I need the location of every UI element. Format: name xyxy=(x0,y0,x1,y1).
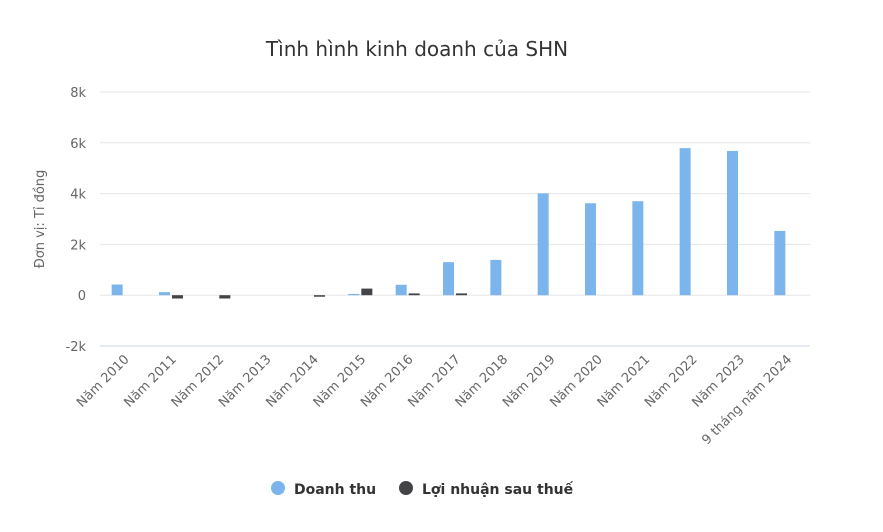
bar-loi-nhuan[interactable] xyxy=(172,295,183,299)
bar-doanh-thu[interactable] xyxy=(348,293,360,296)
y-axis-label: Đơn vị: Tỉ đồng xyxy=(33,170,48,269)
bar-doanh-thu[interactable] xyxy=(537,193,549,296)
bar-doanh-thu[interactable] xyxy=(727,150,738,296)
bar-doanh-thu[interactable] xyxy=(490,259,502,296)
bar-doanh-thu[interactable] xyxy=(159,292,170,296)
legend-marker xyxy=(271,481,285,495)
bar-loi-nhuan[interactable] xyxy=(361,288,373,296)
y-tick-label: -2k xyxy=(66,340,87,355)
legend-item[interactable]: Doanh thu xyxy=(271,481,376,498)
bar-doanh-thu[interactable] xyxy=(679,148,691,296)
x-tick-label: 9 tháng năm 2024 xyxy=(699,352,795,448)
y-tick-label: 8k xyxy=(70,86,86,101)
bar-loi-nhuan[interactable] xyxy=(314,295,325,297)
bar-doanh-thu[interactable] xyxy=(774,230,786,296)
legend-marker xyxy=(399,481,413,495)
bar-doanh-thu[interactable] xyxy=(443,262,454,296)
legend-item[interactable]: Lợi nhuận sau thuế xyxy=(399,481,574,498)
legend-label: Lợi nhuận sau thuế xyxy=(422,481,574,498)
y-tick-label: 6k xyxy=(70,137,86,152)
bar-doanh-thu[interactable] xyxy=(585,203,596,296)
y-tick-label: 4k xyxy=(70,188,86,203)
bar-loi-nhuan[interactable] xyxy=(219,295,231,299)
bar-loi-nhuan[interactable] xyxy=(456,293,467,296)
bar-loi-nhuan[interactable] xyxy=(408,293,420,296)
legend-label: Doanh thu xyxy=(294,482,376,498)
y-tick-label: 2k xyxy=(70,238,86,253)
y-tick-label: 0 xyxy=(78,289,86,304)
bar-doanh-thu[interactable] xyxy=(111,284,123,296)
chart-title: Tình hình kinh doanh của SHN xyxy=(265,37,568,61)
bar-doanh-thu[interactable] xyxy=(395,284,407,296)
bar-doanh-thu[interactable] xyxy=(632,201,644,296)
